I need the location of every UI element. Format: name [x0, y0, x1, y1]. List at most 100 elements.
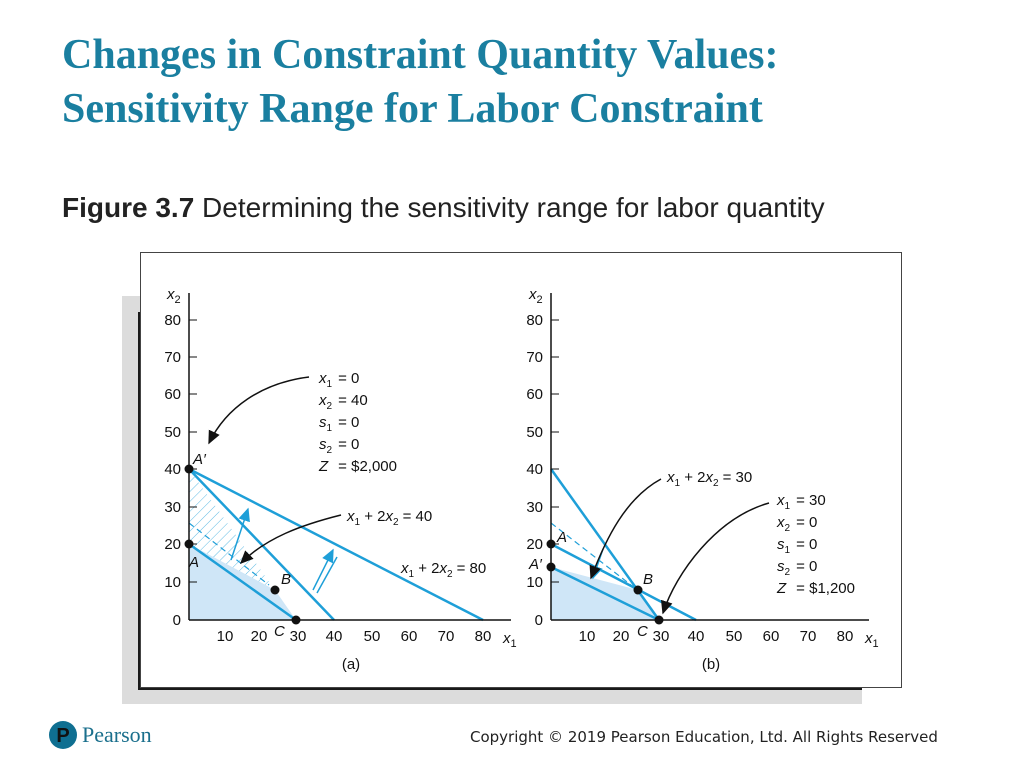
panel-label-b: (b) — [702, 656, 720, 673]
x-tick-label: 40 — [688, 628, 705, 645]
label-a-prime: A′ — [192, 451, 207, 468]
y-tick-label: 80 — [526, 312, 543, 329]
y-tick-label: 40 — [164, 461, 181, 478]
callout-arrow-a2 — [239, 514, 342, 565]
y-tick-label: 60 — [164, 386, 181, 403]
x-tick-label: 10 — [579, 628, 596, 645]
label-b: B — [643, 571, 653, 588]
figure-number: Figure 3.7 — [62, 192, 195, 223]
x-tick-label: 50 — [726, 628, 743, 645]
figure-caption-text: Determining the sensitivity range for la… — [194, 192, 825, 223]
point-a — [184, 539, 194, 549]
callout-arrow-b1 — [589, 478, 662, 580]
svg-text:x1= 0: x1 = 0 — [318, 370, 359, 390]
x-axis-label-a: x1 — [502, 630, 517, 650]
label-a: A — [556, 529, 567, 546]
y-tick-label: 30 — [164, 499, 181, 516]
solution-block-b: x1 = 30 x2 = 0 s1 = 0 s2 = 0 Z = $1,200 — [776, 492, 855, 597]
svg-text:s1= 0: s1 = 0 — [777, 536, 817, 556]
x-tick-label: 70 — [438, 628, 455, 645]
constraint-line-a2 — [188, 468, 335, 621]
slide-title: Changes in Constraint Quantity Values: S… — [62, 28, 962, 136]
label-a: A — [188, 554, 199, 571]
y-tick-label: 70 — [526, 349, 543, 366]
direction-arrow-a3 — [316, 556, 338, 594]
y-tick-label: 50 — [526, 424, 543, 441]
x-tick-label: 80 — [475, 628, 492, 645]
x-axis-label-b: x1 — [864, 630, 879, 650]
figure-caption: Figure 3.7 Determining the sensitivity r… — [62, 192, 825, 224]
dashed-line-a — [188, 522, 270, 586]
y-axis-label-b: x2 — [528, 286, 543, 306]
x-tick-label: 30 — [653, 628, 670, 645]
point-b — [270, 585, 280, 595]
x-ticks-a: 10 20 30 40 50 60 70 80 — [217, 628, 492, 645]
point-a-prime — [546, 562, 556, 572]
y-tick-label: 80 — [164, 312, 181, 329]
eq-label-a1: x1 + 2x2 = 40 — [346, 508, 432, 528]
x-tick-label: 40 — [326, 628, 343, 645]
x-tick-label: 80 — [837, 628, 854, 645]
y-axis-label-a: x2 — [166, 286, 181, 306]
y-tick-label: 10 — [164, 574, 181, 591]
point-c — [654, 615, 664, 625]
logo-text: Pearson — [82, 722, 152, 747]
y-tick-label: 60 — [526, 386, 543, 403]
y-ticks-a: 80 70 60 50 40 30 20 10 0 — [164, 312, 197, 629]
y-tick-label: 0 — [535, 612, 543, 629]
svg-text:Z= $2,000: Z = $2,000 — [318, 458, 397, 475]
figure-svg: 80 70 60 50 40 30 20 10 0 10 20 30 40 50… — [164, 286, 878, 673]
panel-b: 80 70 60 50 40 30 20 10 0 10 20 30 40 50… — [526, 286, 878, 673]
label-c: C — [637, 623, 648, 640]
y-tick-label: 0 — [173, 612, 181, 629]
pearson-p-icon: P — [49, 721, 77, 749]
svg-text:Z= $1,200: Z = $1,200 — [776, 580, 855, 597]
svg-text:x2= 0: x2 = 0 — [776, 514, 817, 534]
label-a-prime: A′ — [528, 556, 543, 573]
constraint-line-b3 — [550, 565, 660, 622]
y-tick-label: 20 — [526, 536, 543, 553]
x-tick-label: 20 — [251, 628, 268, 645]
y-tick-label: 20 — [164, 536, 181, 553]
pearson-logo: P Pearson — [48, 718, 152, 752]
svg-text:x2= 40: x2 = 40 — [318, 392, 368, 412]
x-tick-label: 70 — [800, 628, 817, 645]
panel-a: 80 70 60 50 40 30 20 10 0 10 20 30 40 50… — [164, 286, 516, 673]
point-c — [291, 615, 301, 625]
eq-label-a2: x1 + 2x2 = 80 — [400, 560, 486, 580]
y-tick-label: 50 — [164, 424, 181, 441]
svg-text:s2= 0: s2 = 0 — [777, 558, 817, 578]
title-line-2: Sensitivity Range for Labor Constraint — [62, 86, 763, 132]
x-tick-label: 60 — [401, 628, 418, 645]
label-c: C — [274, 623, 285, 640]
point-b — [633, 585, 643, 595]
point-a — [546, 539, 556, 549]
title-line-1: Changes in Constraint Quantity Values: — [62, 32, 779, 78]
y-tick-label: 10 — [526, 574, 543, 591]
direction-arrow-a1 — [230, 507, 250, 561]
x-tick-label: 20 — [613, 628, 630, 645]
constraint-line-a1 — [188, 542, 297, 622]
figure-panel: 80 70 60 50 40 30 20 10 0 10 20 30 40 50… — [140, 252, 902, 688]
y-tick-label: 30 — [526, 499, 543, 516]
label-b: B — [281, 571, 291, 588]
solution-block-a: x1 = 0 x2 = 40 s1 = 0 s2 = 0 Z = $2,000 — [318, 370, 397, 475]
x-tick-label: 50 — [364, 628, 381, 645]
svg-text:s2= 0: s2 = 0 — [319, 436, 359, 456]
x-ticks-b: 10 20 30 40 50 60 70 80 — [579, 628, 854, 645]
constraint-line-a3 — [188, 467, 484, 622]
y-tick-label: 70 — [164, 349, 181, 366]
y-ticks-b: 80 70 60 50 40 30 20 10 0 — [526, 312, 559, 629]
x-tick-label: 30 — [290, 628, 307, 645]
dashed-line-b — [550, 522, 632, 586]
svg-text:x1= 30: x1 = 30 — [776, 492, 826, 512]
svg-text:s1= 0: s1 = 0 — [319, 414, 359, 434]
copyright-footer: Copyright © 2019 Pearson Education, Ltd.… — [470, 728, 938, 746]
x-tick-label: 60 — [763, 628, 780, 645]
eq-label-b1: x1 + 2x2 = 30 — [666, 469, 752, 489]
direction-arrow-a2 — [312, 548, 334, 591]
point-a-prime — [184, 464, 194, 474]
svg-text:P: P — [56, 725, 69, 747]
callout-arrow-b2 — [661, 502, 770, 615]
panel-label-a: (a) — [342, 656, 360, 673]
